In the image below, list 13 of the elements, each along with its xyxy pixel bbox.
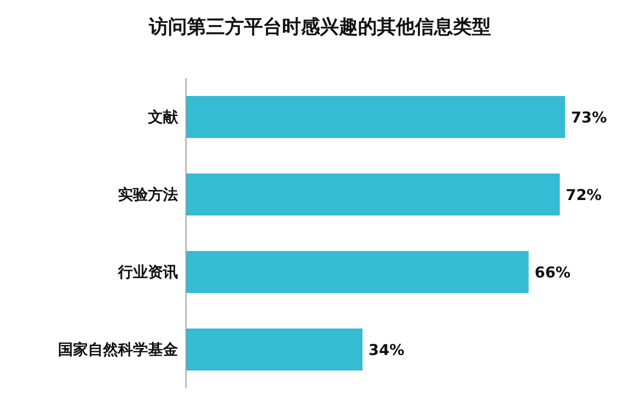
data-label: 66% (534, 263, 571, 282)
data-label: 73% (571, 108, 607, 126)
y-tick-label: 国家自然科学基金 (58, 340, 178, 359)
chart-title: 访问第三方平台时感兴趣的其他信息类型 (148, 15, 492, 40)
bar (186, 251, 529, 293)
y-tick-label: 文献 (147, 108, 179, 126)
bar (186, 328, 363, 370)
bar (186, 174, 560, 216)
data-label: 72% (566, 186, 602, 204)
y-tick-label: 行业资讯 (117, 263, 178, 282)
y-tick-label: 实验方法 (118, 186, 178, 204)
bar (186, 96, 565, 138)
data-label: 34% (368, 340, 404, 359)
